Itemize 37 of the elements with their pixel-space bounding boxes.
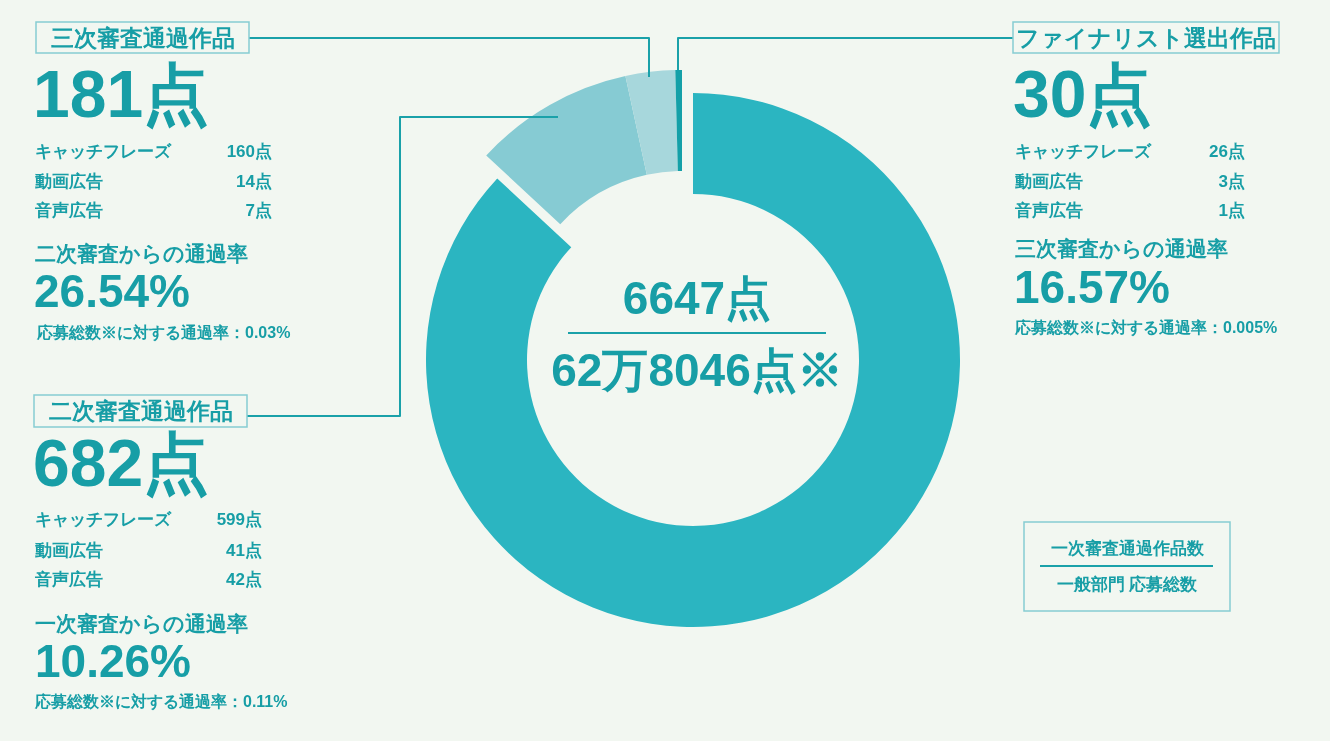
text: 一次審査通過作品数 (1050, 539, 1205, 558)
text: 10.26% (35, 635, 192, 687)
text: 26点 (1209, 142, 1245, 161)
text: 1点 (1218, 201, 1245, 220)
text: 応募総数※に対する通過率：0.11% (34, 692, 288, 711)
slice-label: ファイナリスト選出作品 (1016, 24, 1276, 51)
text: 3点 (1218, 172, 1245, 191)
text: 30点 (1013, 57, 1153, 131)
text: 二次審査からの通過率 (35, 242, 248, 265)
text: 一次審査からの通過率 (35, 612, 248, 635)
text: 音声広告 (34, 201, 103, 220)
slice-label: 三次審査通過作品 (50, 24, 235, 51)
text: 応募総数※に対する通過率：0.005% (1014, 318, 1278, 337)
text: キャッチフレーズ (35, 142, 172, 161)
text: 181点 (33, 57, 210, 131)
text: 41点 (226, 541, 262, 560)
text: 動画広告 (34, 541, 103, 560)
text: 160点 (226, 142, 272, 161)
text: 一般部門 応募総数 (1056, 575, 1199, 594)
text: 三次審査からの通過率 (1015, 237, 1228, 260)
text: 動画広告 (1014, 172, 1083, 191)
text: 14点 (236, 172, 272, 191)
text: 6647点 (622, 272, 772, 324)
text: 26.54% (34, 265, 191, 317)
text: 動画広告 (34, 172, 103, 191)
slice-label: 二次審査通過作品 (48, 398, 233, 424)
text: 音声広告 (34, 570, 103, 589)
text: 62万8046点※ (551, 344, 843, 396)
text: キャッチフレーズ (35, 510, 172, 529)
text: 7点 (245, 201, 272, 220)
text: 16.57% (1014, 261, 1171, 313)
text: 音声広告 (1014, 201, 1083, 220)
text: 599点 (216, 510, 262, 529)
text: 応募総数※に対する通過率：0.03% (36, 323, 291, 342)
text: 42点 (226, 570, 262, 589)
text: 682点 (33, 426, 210, 500)
text: キャッチフレーズ (1015, 142, 1152, 161)
